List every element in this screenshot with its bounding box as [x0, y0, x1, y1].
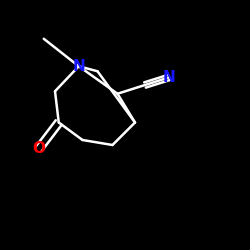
- Text: N: N: [162, 70, 175, 85]
- Text: N: N: [72, 59, 85, 74]
- Text: O: O: [32, 141, 45, 156]
